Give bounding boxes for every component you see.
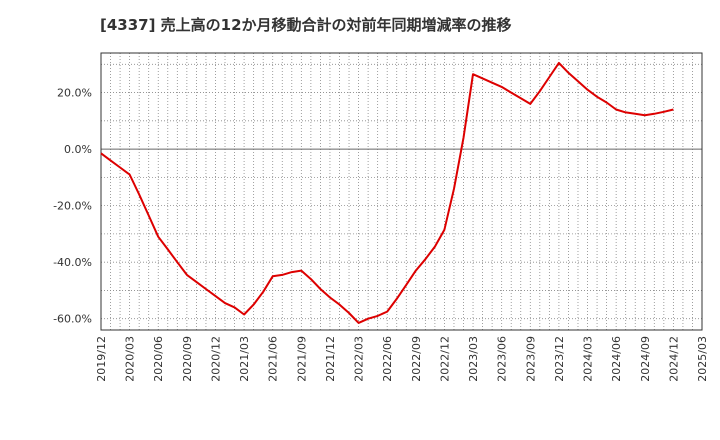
y-tick-label: 0.0% [64, 143, 92, 156]
y-tick-label: 20.0% [57, 87, 92, 100]
x-tick-label: 2021/12 [324, 336, 337, 382]
x-tick-label: 2022/12 [438, 336, 451, 382]
x-tick-label: 2020/12 [209, 336, 222, 382]
x-tick-label: 2023/06 [496, 336, 509, 382]
x-tick-label: 2023/12 [553, 336, 566, 382]
x-tick-label: 2019/12 [95, 336, 108, 382]
x-tick-label: 2022/03 [353, 336, 366, 382]
x-tick-label: 2020/06 [152, 336, 165, 382]
series-line [100, 61, 674, 324]
x-tick-label: 2024/12 [667, 336, 680, 382]
x-tick-label: 2025/03 [696, 336, 709, 382]
y-tick-label: -60.0% [53, 313, 92, 326]
x-tick-label: 2023/09 [524, 336, 537, 382]
x-tick-label: 2021/03 [238, 336, 251, 382]
x-tick-label: 2024/09 [639, 336, 652, 382]
label-layer: 20.0% 0.0% -20.0% -40.0% -60.0%2019/12 2020/0… [53, 87, 709, 382]
series-layer [100, 61, 674, 324]
x-tick-label: 2022/09 [410, 336, 423, 382]
x-tick-label: 2024/06 [610, 336, 623, 382]
x-tick-label: 2020/09 [181, 336, 194, 382]
x-tick-label: 2021/06 [267, 336, 280, 382]
y-tick-label: -20.0% [53, 200, 92, 213]
x-tick-label: 2022/06 [381, 336, 394, 382]
plot-frame [100, 52, 703, 331]
x-tick-label: 2020/03 [124, 336, 137, 382]
chart-title: [4337] 売上高の12か月移動合計の対前年同期増減率の推移 [100, 16, 512, 34]
x-tick-label: 2024/03 [582, 336, 595, 382]
grid-layer [101, 53, 702, 330]
x-tick-label: 2023/03 [467, 336, 480, 382]
x-tick-label: 2021/09 [295, 336, 308, 382]
axis-layer [100, 52, 703, 331]
y-tick-label: -40.0% [53, 256, 92, 269]
